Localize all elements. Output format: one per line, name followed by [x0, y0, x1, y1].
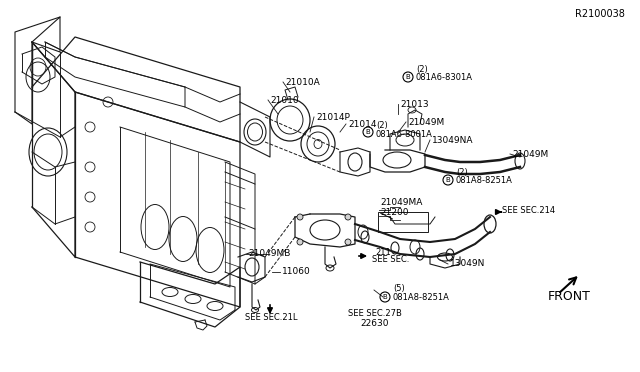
Text: 21010: 21010 — [270, 96, 299, 105]
Text: 21014P: 21014P — [316, 112, 350, 122]
Text: B: B — [406, 74, 410, 80]
Text: 21049M: 21049M — [512, 150, 548, 158]
Circle shape — [345, 214, 351, 220]
Text: 21014: 21014 — [348, 119, 376, 128]
Text: B: B — [383, 294, 387, 300]
Text: (5): (5) — [393, 285, 404, 294]
Text: B: B — [365, 129, 371, 135]
Text: 081A8-8251A: 081A8-8251A — [456, 176, 513, 185]
Circle shape — [297, 239, 303, 245]
Text: 21200: 21200 — [380, 208, 408, 217]
Text: 21013: 21013 — [400, 99, 429, 109]
Text: 22630: 22630 — [360, 320, 388, 328]
Text: SEE SEC.: SEE SEC. — [372, 256, 410, 264]
Text: (2): (2) — [376, 121, 388, 129]
Text: 11060: 11060 — [282, 267, 311, 276]
Text: 21049MB: 21049MB — [248, 250, 291, 259]
Text: B: B — [445, 177, 451, 183]
Circle shape — [297, 214, 303, 220]
Text: SEE SEC.214: SEE SEC.214 — [502, 205, 555, 215]
Text: 211: 211 — [375, 247, 391, 257]
Text: 081A6-8001A: 081A6-8001A — [376, 129, 433, 138]
Text: 21049M: 21049M — [408, 118, 444, 126]
Text: 21049MA: 21049MA — [380, 198, 422, 206]
Text: 081A6-8301A: 081A6-8301A — [416, 73, 473, 81]
Text: 21010A: 21010A — [285, 77, 320, 87]
Text: SEE SEC.21L: SEE SEC.21L — [245, 312, 298, 321]
Text: 13049N: 13049N — [450, 260, 485, 269]
Circle shape — [345, 239, 351, 245]
Text: SEE SEC.27B: SEE SEC.27B — [348, 310, 402, 318]
Text: (2): (2) — [416, 64, 428, 74]
Text: (2): (2) — [456, 167, 468, 176]
Text: 13049NA: 13049NA — [432, 135, 474, 144]
Text: R2100038: R2100038 — [575, 9, 625, 19]
Text: 081A8-8251A: 081A8-8251A — [393, 292, 450, 301]
Text: FRONT: FRONT — [548, 291, 591, 304]
